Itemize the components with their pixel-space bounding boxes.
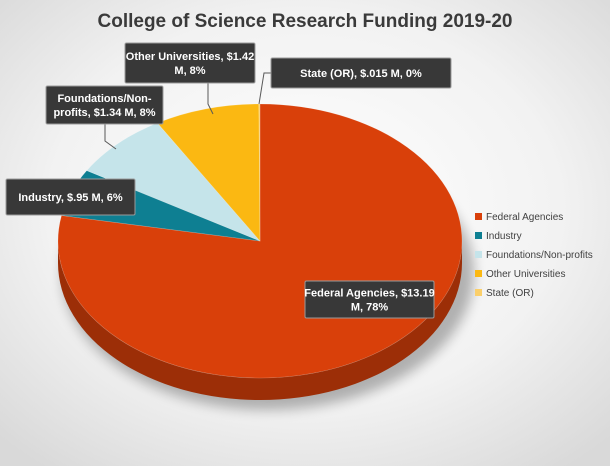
legend-swatch bbox=[475, 213, 482, 220]
legend-label: Other Universities bbox=[486, 269, 565, 280]
data-label-box bbox=[5, 178, 136, 216]
legend-label: Foundations/Non-profits bbox=[486, 250, 593, 261]
data-label-federal-agencies: Federal Agencies, $13.19 M, 78% bbox=[304, 280, 435, 319]
data-label-industry: Industry, $.95 M, 6% bbox=[5, 178, 136, 216]
legend-label: State (OR) bbox=[486, 288, 534, 299]
data-label-text: Federal Agencies, $13.19 bbox=[304, 288, 434, 300]
leader-line-other-universities bbox=[207, 83, 214, 115]
legend-item-federal-agencies: Federal Agencies bbox=[475, 212, 563, 223]
data-label-box bbox=[270, 57, 452, 89]
legend-swatch bbox=[475, 232, 482, 239]
legend-label: Federal Agencies bbox=[486, 212, 563, 223]
legend-swatch bbox=[475, 251, 482, 258]
data-label-text: Other Universities, $1.42 bbox=[126, 51, 254, 63]
legend-swatch bbox=[475, 270, 482, 277]
leader-line-foundations-non-profits bbox=[104, 124, 117, 150]
data-label-box bbox=[304, 280, 435, 319]
legend: Federal Agencies Industry Foundations/Non-… bbox=[475, 212, 593, 299]
data-label-text: M, 78% bbox=[351, 302, 389, 314]
data-label-box bbox=[124, 42, 256, 84]
data-label-layer: Federal Agencies, $13.19 M, 78% Industry, … bbox=[5, 42, 452, 319]
legend-swatch bbox=[475, 289, 482, 296]
data-label-box bbox=[45, 85, 164, 125]
slice-side-federal-agencies bbox=[58, 241, 462, 400]
data-label-text: State (OR), $.015 M, 0% bbox=[300, 68, 422, 80]
leader-line-state-or bbox=[258, 72, 271, 105]
data-label-state-or: State (OR), $.015 M, 0% bbox=[270, 57, 452, 89]
legend-label: Industry bbox=[486, 231, 522, 242]
chart-title: College of Science Research Funding 2019… bbox=[98, 11, 513, 32]
data-label-foundations-non-profits: Foundations/Non-profits, $1.34 M, 8% bbox=[45, 85, 164, 125]
legend-item-foundations-non-profits: Foundations/Non-profits bbox=[475, 250, 593, 261]
legend-item-other-universities: Other Universities bbox=[475, 269, 565, 280]
data-label-text: Industry, $.95 M, 6% bbox=[18, 192, 123, 204]
data-label-text: profits, $1.34 M, 8% bbox=[53, 107, 155, 119]
legend-item-industry: Industry bbox=[475, 231, 522, 242]
data-label-text: M, 8% bbox=[174, 65, 205, 77]
data-label-text: Foundations/Non- bbox=[57, 93, 151, 105]
legend-item-state-or: State (OR) bbox=[475, 288, 534, 299]
data-label-other-universities: Other Universities, $1.42 M, 8% bbox=[124, 42, 256, 84]
